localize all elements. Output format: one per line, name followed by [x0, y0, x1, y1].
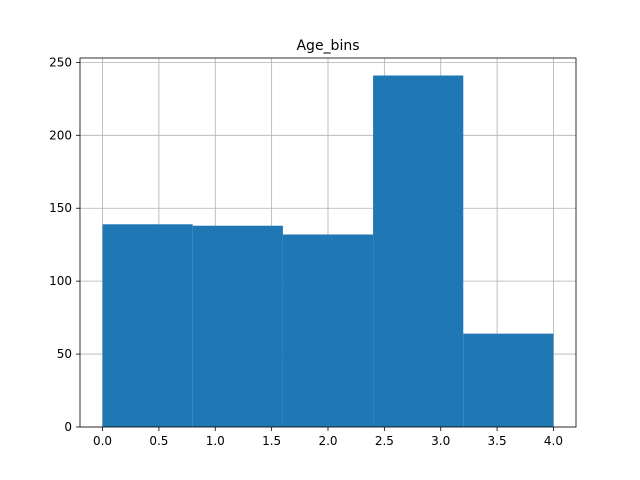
x-tick-label: 3.0 [431, 434, 450, 448]
x-tick-label: 0.0 [93, 434, 112, 448]
chart-title: Age_bins [296, 38, 359, 54]
y-tick-label: 250 [49, 55, 72, 69]
histogram-bar [192, 225, 283, 427]
y-tick-label: 100 [49, 274, 72, 288]
y-tick-label: 150 [49, 201, 72, 215]
bars-layer [102, 75, 554, 427]
x-tick-label: 1.5 [262, 434, 281, 448]
y-tick-label: 50 [57, 347, 72, 361]
y-tick-label: 0 [64, 420, 72, 434]
histogram-bar [373, 75, 464, 427]
y-tick-label: 200 [49, 128, 72, 142]
histogram-bar [282, 234, 374, 427]
ticks-layer: 0.0 0.5 1.0 1.5 2.0 2.5 3.0 3.5 4.0 0 50 100 150 200 2… [49, 55, 563, 448]
histogram-bar [463, 333, 554, 427]
histogram-bar [102, 224, 193, 427]
x-tick-label: 2.0 [318, 434, 337, 448]
x-tick-label: 4.0 [544, 434, 563, 448]
x-tick-label: 2.5 [375, 434, 394, 448]
x-tick-label: 3.5 [488, 434, 507, 448]
x-tick-label: 0.5 [149, 434, 168, 448]
x-tick-label: 1.0 [206, 434, 225, 448]
